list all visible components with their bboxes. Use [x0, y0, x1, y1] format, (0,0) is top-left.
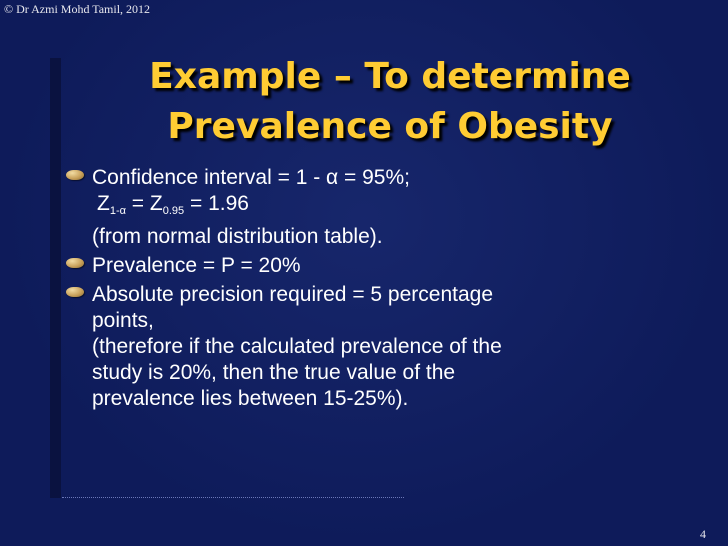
- bullet-text: Confidence interval = 1 - α = 95%;: [92, 166, 410, 189]
- bullet-item-precision: Absolute precision required = 5 percenta…: [62, 282, 682, 412]
- z-value-line: Z1-α = Z0.95 = 1.96: [92, 191, 682, 224]
- title-line-2: Prevalence of Obesity: [167, 106, 613, 147]
- bullet-text: study is 20%, then the true value of the: [92, 361, 456, 384]
- z-result: = 1.96: [184, 192, 249, 215]
- bullet-list: Confidence interval = 1 - α = 95%; Z1-α …: [62, 165, 682, 415]
- slide-title: Example – To determine Prevalence of Obe…: [70, 52, 710, 152]
- bullet-icon: [66, 170, 84, 180]
- bullet-text: (from normal distribution table).: [92, 225, 383, 248]
- bullet-item-confidence-interval: Confidence interval = 1 - α = 95%; Z1-α …: [62, 165, 682, 250]
- copyright-notice: © Dr Azmi Mohd Tamil, 2012: [4, 2, 151, 16]
- z-symbol: Z: [97, 192, 110, 215]
- bullet-text: prevalence lies between 15-25%).: [92, 387, 409, 410]
- page-number: 4: [700, 527, 706, 541]
- z-subscript-alpha: 1-α: [109, 205, 126, 217]
- bullet-item-prevalence: Prevalence = P = 20%: [62, 253, 682, 279]
- title-line-1: Example – To determine: [149, 56, 631, 97]
- bullet-icon: [66, 258, 84, 268]
- footer-divider: [62, 497, 404, 498]
- z-subscript-095: 0.95: [162, 205, 185, 217]
- z-equals: = Z: [125, 192, 163, 215]
- bullet-text: (therefore if the calculated prevalence …: [92, 335, 502, 358]
- bullet-text: points,: [92, 309, 154, 332]
- decorative-left-bar: [50, 58, 61, 498]
- bullet-icon: [66, 287, 84, 297]
- bullet-text: Absolute precision required = 5 percenta…: [92, 283, 494, 306]
- bullet-text: Prevalence = P = 20%: [92, 254, 301, 277]
